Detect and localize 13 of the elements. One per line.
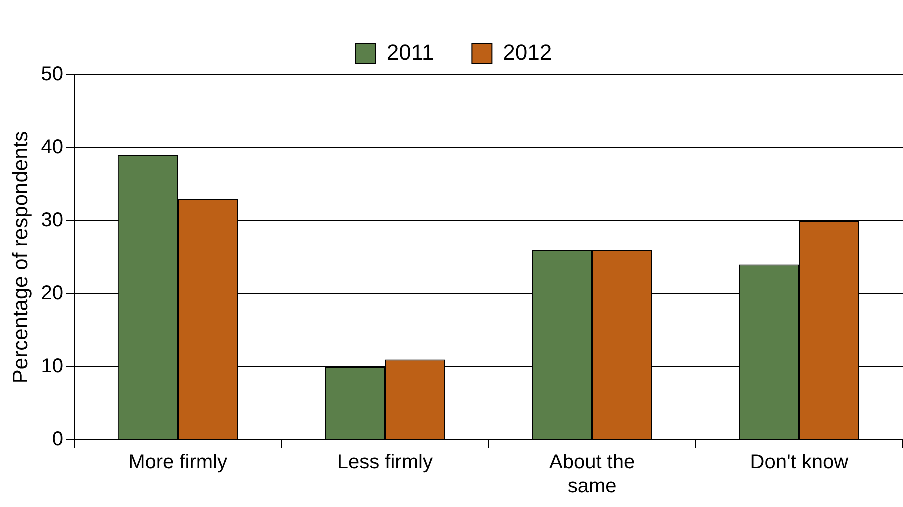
x-tick-label: Less firmly (337, 452, 433, 474)
y-axis-title: Percentage of respondents (9, 131, 32, 384)
y-tick-label: 10 (41, 356, 64, 378)
y-tick-label: 20 (41, 282, 64, 305)
legend-label: 2012 (503, 40, 552, 66)
y-tick-label: 50 (41, 64, 64, 86)
legend-label: 2011 (386, 40, 434, 66)
y-tick-label: 30 (41, 210, 64, 232)
y-tick-label: 0 (52, 428, 64, 451)
x-tick-label: About the same (549, 452, 636, 498)
y-tick-label: 40 (41, 136, 64, 159)
x-tick-label: Don't know (750, 452, 850, 474)
x-tick-label: More firmly (128, 452, 228, 474)
